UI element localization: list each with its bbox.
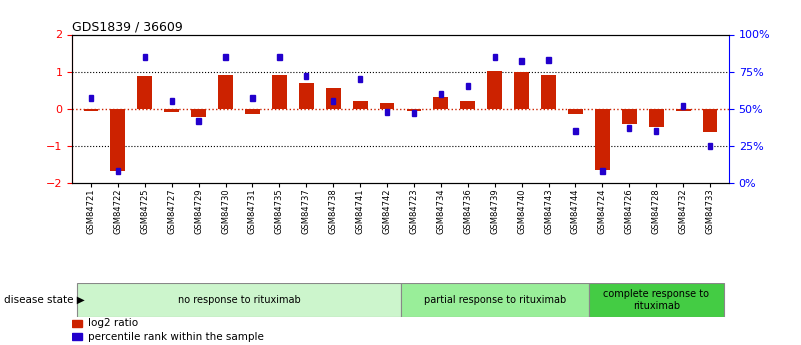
Bar: [89, 95, 93, 101]
Bar: [223, 54, 227, 60]
Bar: [170, 98, 174, 104]
Text: complete response to
rituximab: complete response to rituximab: [603, 289, 709, 311]
Bar: [649, 109, 664, 127]
Bar: [358, 76, 362, 82]
Bar: [164, 109, 179, 112]
Text: partial response to rituximab: partial response to rituximab: [424, 295, 566, 305]
Text: GDS1839 / 36609: GDS1839 / 36609: [72, 20, 183, 33]
Bar: [380, 103, 394, 109]
Text: no response to rituximab: no response to rituximab: [178, 295, 300, 305]
Bar: [681, 103, 686, 109]
Bar: [493, 54, 497, 60]
Bar: [331, 98, 336, 104]
Bar: [702, 109, 718, 132]
Bar: [83, 109, 99, 110]
Bar: [137, 76, 152, 109]
Bar: [600, 168, 605, 174]
Text: percentile rank within the sample: percentile rank within the sample: [88, 332, 264, 342]
Bar: [439, 91, 443, 97]
Bar: [622, 109, 637, 124]
Bar: [461, 100, 475, 109]
Bar: [299, 83, 314, 109]
Bar: [589, 283, 723, 317]
Bar: [487, 71, 502, 109]
Bar: [115, 168, 120, 174]
Bar: [627, 125, 631, 131]
Text: log2 ratio: log2 ratio: [88, 318, 139, 328]
Bar: [514, 72, 529, 109]
Text: disease state ▶: disease state ▶: [4, 295, 85, 305]
Bar: [400, 283, 589, 317]
Bar: [568, 109, 583, 114]
Bar: [352, 101, 368, 109]
Bar: [520, 58, 524, 64]
Bar: [595, 109, 610, 170]
Bar: [277, 54, 281, 60]
Bar: [385, 109, 389, 115]
Bar: [245, 109, 260, 114]
Bar: [676, 109, 690, 110]
Bar: [326, 88, 340, 109]
Bar: [272, 75, 287, 109]
Bar: [78, 283, 400, 317]
Bar: [196, 118, 201, 124]
Bar: [546, 57, 551, 63]
Bar: [304, 73, 308, 79]
Bar: [191, 109, 206, 117]
Bar: [433, 97, 449, 109]
Bar: [72, 320, 83, 327]
Bar: [143, 54, 147, 60]
Bar: [541, 75, 556, 109]
Bar: [708, 143, 712, 149]
Bar: [111, 109, 125, 171]
Bar: [250, 95, 255, 101]
Bar: [407, 109, 421, 110]
Bar: [574, 128, 578, 134]
Bar: [465, 83, 470, 89]
Bar: [654, 128, 658, 134]
Bar: [218, 75, 233, 109]
Bar: [72, 333, 83, 340]
Bar: [412, 110, 416, 116]
